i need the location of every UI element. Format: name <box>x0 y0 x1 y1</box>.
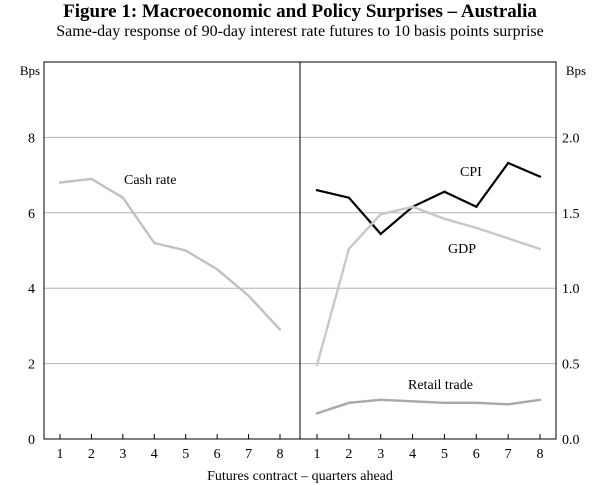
data-point-gdp <box>347 247 351 251</box>
right-x-tick-label: 1 <box>314 447 321 462</box>
data-point-retail-trade <box>379 398 382 401</box>
left-x-tick-label: 8 <box>277 447 284 462</box>
right-y-tick-label: 1.0 <box>562 282 580 297</box>
left-y-tick-label: 8 <box>28 131 35 146</box>
right-y-tick-label: 0.0 <box>562 433 580 448</box>
right-y-tick-label: 2.0 <box>562 131 580 146</box>
data-point-cash-rate <box>184 249 187 252</box>
data-point-cash-rate <box>278 328 282 331</box>
data-point-cash-rate <box>90 177 93 181</box>
left-y-unit-label: Bps <box>20 63 40 78</box>
data-point-cash-rate <box>121 196 125 199</box>
data-point-cash-rate <box>215 268 219 271</box>
figure-title: Figure 1: Macroeconomic and Policy Surpr… <box>63 1 537 22</box>
data-point-retail-trade <box>538 398 542 401</box>
right-x-tick-label: 8 <box>537 447 544 462</box>
data-point-retail-trade <box>315 412 319 415</box>
data-point-retail-trade <box>411 400 414 403</box>
data-point-retail-trade <box>506 403 510 406</box>
data-point-cash-rate <box>247 294 250 297</box>
left-x-tick-label: 2 <box>88 447 95 462</box>
left-x-tick-label: 3 <box>119 447 126 462</box>
data-point-gdp <box>315 363 319 367</box>
left-x-tick-label: 6 <box>214 447 221 462</box>
right-x-tick-label: 4 <box>409 447 416 462</box>
data-point-cash-rate <box>153 241 156 245</box>
data-point-cpi <box>315 188 319 192</box>
series-label-gdp: GDP <box>448 242 476 257</box>
data-point-cpi <box>506 161 510 165</box>
left-x-tick-label: 7 <box>245 447 252 462</box>
data-point-gdp <box>411 205 414 208</box>
series-label-retail-trade: Retail trade <box>408 378 473 393</box>
data-point-retail-trade <box>347 401 351 405</box>
data-point-gdp <box>506 237 510 240</box>
right-x-tick-label: 3 <box>377 447 384 462</box>
figure-subtitle: Same-day response of 90-day interest rat… <box>56 23 544 40</box>
data-point-gdp <box>475 226 478 230</box>
left-y-tick-label: 4 <box>28 282 35 297</box>
data-point-gdp <box>379 213 382 216</box>
right-x-tick-label: 7 <box>505 447 512 462</box>
x-axis-label: Futures contract – quarters ahead <box>207 469 393 484</box>
data-point-gdp <box>538 247 542 251</box>
left-x-tick-label: 4 <box>151 447 158 462</box>
left-x-tick-label: 1 <box>57 447 64 462</box>
data-point-retail-trade <box>443 401 446 405</box>
data-point-cpi <box>475 205 478 208</box>
series-line-retail-trade <box>316 398 541 415</box>
right-y-tick-label: 0.5 <box>562 358 580 373</box>
right-x-tick-label: 2 <box>345 447 352 462</box>
data-point-gdp <box>443 217 446 221</box>
series-label-cpi: CPI <box>460 165 482 180</box>
right-y-unit-label: Bps <box>566 63 586 78</box>
series-line-cash-rate <box>59 177 281 331</box>
right-x-tick-label: 5 <box>441 447 448 462</box>
left-y-tick-label: 2 <box>28 358 35 373</box>
left-x-tick-label: 5 <box>182 447 189 462</box>
data-point-cpi <box>379 232 382 236</box>
left-y-tick-label: 6 <box>28 207 35 222</box>
right-x-tick-label: 6 <box>473 447 480 462</box>
data-point-retail-trade <box>475 401 478 405</box>
data-point-cpi <box>443 190 446 193</box>
series-line-gdp <box>315 205 541 366</box>
series-line-cpi <box>316 161 541 236</box>
data-point-cash-rate <box>58 181 62 184</box>
left-y-tick-label: 0 <box>28 433 35 448</box>
right-y-tick-label: 1.5 <box>562 207 580 222</box>
data-point-cpi <box>347 196 351 199</box>
series-label-cash-rate: Cash rate <box>124 173 176 188</box>
data-point-cpi <box>538 175 542 178</box>
